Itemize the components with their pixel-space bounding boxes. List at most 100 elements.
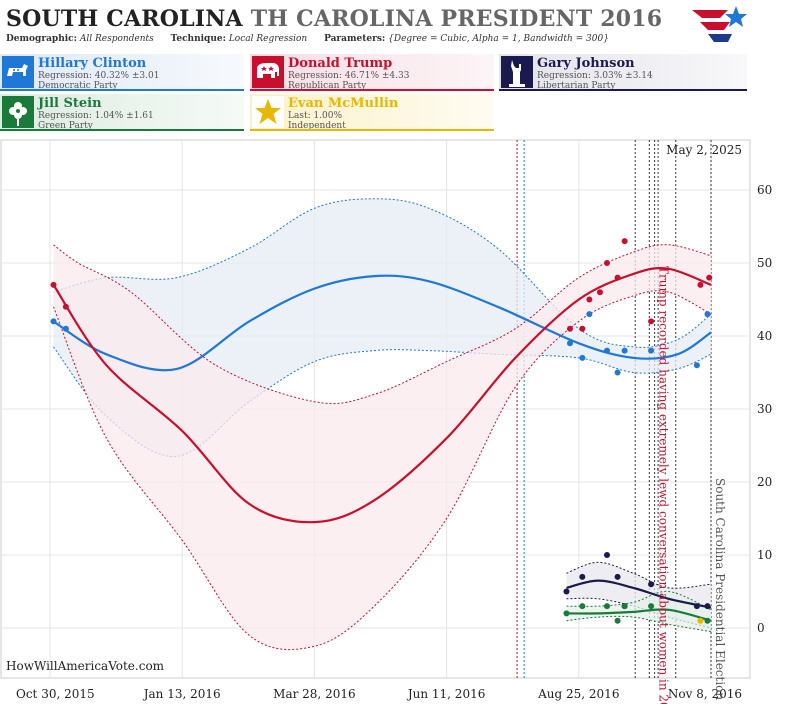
gary-johnsonpoll-point: [563, 588, 570, 595]
evan-mcmullinpoll-point: [697, 617, 704, 624]
jill-steintrend-line: [566, 608, 712, 622]
hillary-clintonupper-bound: [53, 198, 712, 348]
donald-trumppoll-point: [697, 281, 704, 288]
jill-steinupper-bound: [566, 590, 712, 611]
x-tick-label: Oct 30, 2015: [16, 687, 95, 701]
candidate-name: Hillary Clinton: [38, 56, 147, 71]
hillary-clintonpoll-point: [586, 311, 593, 318]
candidate-card-johnson[interactable]: Gary Johnson Regression: 3.03% ±3.14 Lib…: [499, 54, 747, 91]
y-tick-label: 20: [757, 475, 772, 489]
elephant-icon: [252, 56, 284, 88]
candidate-party: Independent: [288, 121, 346, 131]
candidate-regression: Regression: 3.03% ±3.14: [537, 71, 653, 81]
hillary-clintonpoll-point: [693, 362, 700, 369]
demographic-label: Demographic:: [6, 34, 77, 44]
hillary-clintonpoll-point: [604, 347, 611, 354]
candidate-name: Gary Johnson: [537, 56, 635, 71]
gary-johnsonlower-bound: [566, 597, 712, 629]
donald-trumppoll-point: [604, 260, 611, 266]
donald-trumppoll-point: [648, 318, 655, 325]
y-tick-label: 40: [757, 329, 772, 343]
donald-trumppoll-point: [50, 281, 57, 288]
y-tick-label: 60: [757, 183, 772, 197]
donald-trumppoll-point: [596, 289, 603, 296]
x-tick-label: Nov 8, 2016: [668, 687, 742, 701]
hillary-clintonpoll-point: [579, 354, 586, 361]
gary-johnsonpoll-point: [693, 603, 700, 610]
candidate-name: Jill Stein: [38, 96, 102, 111]
candidate-party: Democratic Party: [38, 81, 118, 91]
x-tick-label: Jan 13, 2016: [142, 687, 221, 701]
candidate-regression: Regression: 1.04% ±1.61: [38, 111, 154, 121]
hillary-clintonpoll-point: [62, 325, 69, 332]
technique: Technique: Local Regression: [171, 34, 308, 44]
candidate-party: Green Party: [38, 121, 93, 131]
parameters: Parameters: {Degree = Cubic, Alpha = 1, …: [324, 34, 609, 44]
flower-icon: [2, 96, 34, 128]
gary-johnsonpoll-point: [648, 581, 655, 588]
hillary-clintonpoll-point: [50, 318, 57, 325]
hillary-clintonpoll-point: [614, 369, 621, 376]
date-stamp: May 2, 2025: [666, 143, 742, 157]
candidate-party: Libertarian Party: [537, 81, 616, 91]
donkey-icon: [2, 56, 34, 88]
event-annotation: South Carolina Presidential Election: [713, 478, 727, 700]
candidate-card-stein[interactable]: Jill Stein Regression: 1.04% ±1.61 Green…: [0, 94, 244, 131]
trend-lines: [52, 267, 712, 622]
donald-trumppoll-point: [614, 274, 621, 281]
candidate-card-clinton[interactable]: Hillary Clinton Regression: 40.32% ±3.01…: [0, 54, 244, 91]
technique-value: Local Regression: [228, 34, 308, 44]
y-tick-label: 30: [757, 402, 772, 416]
parameters-label: Parameters:: [324, 34, 386, 44]
site-logo: [692, 6, 747, 42]
technique-label: Technique:: [170, 34, 226, 44]
y-tick-label: 10: [757, 548, 772, 562]
page-title: SOUTH CAROLINA TH CAROLINA PRESIDENT 201…: [6, 6, 662, 32]
donald-trumpband: [53, 244, 711, 650]
jill-steinpoll-point: [704, 617, 711, 624]
donald-trumppoll-point: [586, 296, 593, 303]
jill-steinpoll-point: [614, 617, 621, 624]
y-tick-label: 0: [757, 621, 765, 635]
jill-steinpoll-point: [604, 603, 611, 610]
x-tick-label: Jun 11, 2016: [406, 687, 486, 701]
event-annotation: Trump recorded having extremely lewd con…: [657, 266, 671, 704]
candidate-name: Donald Trump: [288, 56, 393, 71]
donald-trumppoll-point: [621, 238, 628, 245]
hillary-clintonpoll-point: [704, 311, 711, 318]
demographic: Demographic: All Respondents: [6, 34, 154, 44]
candidate-name: Evan McMullin: [288, 96, 399, 111]
title-race: TH CAROLINA PRESIDENT 2016: [250, 6, 663, 32]
gary-johnsonpoll-point: [614, 573, 621, 580]
donald-trumplower-bound: [53, 290, 712, 650]
hillary-clintonpoll-point: [621, 347, 628, 354]
donald-trumppoll-point: [706, 274, 713, 281]
donald-trumptrend-line: [52, 267, 712, 524]
candidate-card-trump[interactable]: Donald Trump Regression: 46.71% ±4.33 Re…: [250, 54, 494, 91]
donald-trumppoll-point: [566, 325, 573, 332]
x-tick-label: Aug 25, 2016: [537, 687, 619, 701]
gary-johnsonpoll-point: [704, 603, 711, 610]
title-state: SOUTH CAROLINA: [6, 6, 243, 32]
hillary-clintontrend-line: [52, 274, 712, 372]
gary-johnsontrend-line: [566, 579, 712, 609]
candidate-regression: Regression: 46.71% ±4.33: [288, 71, 410, 81]
candidate-card-mcmullin[interactable]: Evan McMullin Last: 1.00% Independent: [250, 94, 494, 131]
poll-chart: 0 10 20 30 40 50 60 Oct 30, 2015 Jan 13, 2016 Mar…: [0, 139, 772, 704]
candidate-party: Republican Party: [288, 81, 367, 91]
donald-trumppoll-point: [579, 325, 586, 332]
jill-steinlower-bound: [566, 615, 712, 633]
gary-johnsonpoll-point: [604, 552, 611, 558]
jill-steinpoll-point: [563, 610, 570, 617]
parameters-line: Demographic: All Respondents Technique: …: [6, 34, 623, 44]
star-icon: [252, 96, 284, 128]
poll-points: [50, 238, 713, 624]
statue-of-liberty-icon: [501, 56, 533, 88]
parameters-value: {Degree = Cubic, Alpha = 1, Bandwidth = …: [388, 34, 609, 44]
axes: 0 10 20 30 40 50 60 Oct 30, 2015 Jan 13, 2016 Mar…: [16, 183, 772, 701]
jill-steinpoll-point: [579, 603, 586, 610]
candidate-regression: Last: 1.00%: [288, 111, 343, 121]
annotations: May 2, 2025 HowWillAmericaVote.com Trump r…: [6, 143, 742, 704]
y-tick-label: 50: [757, 256, 772, 270]
x-tick-label: Mar 28, 2016: [273, 687, 355, 701]
